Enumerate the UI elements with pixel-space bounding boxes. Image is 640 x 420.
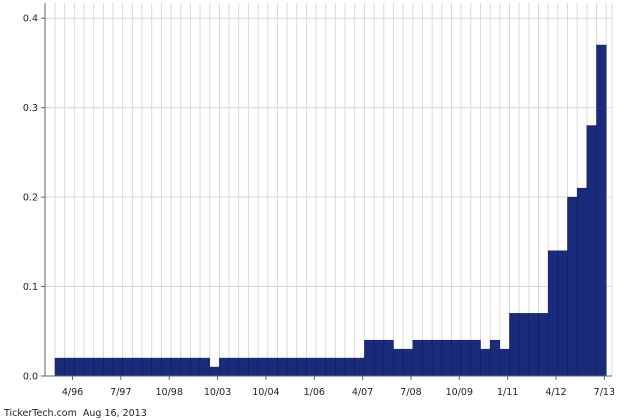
bar <box>267 357 278 377</box>
bar <box>373 339 385 377</box>
bar <box>383 339 394 377</box>
x-tick-label: 7/97 <box>110 387 131 398</box>
bar <box>441 339 452 377</box>
bar <box>112 357 123 377</box>
x-tick-label: 1/06 <box>304 387 325 398</box>
bar <box>190 357 201 377</box>
bar <box>489 339 501 377</box>
bar <box>335 357 346 377</box>
y-tick-label: 0.3 <box>23 103 38 114</box>
x-tick-label: 10/03 <box>204 387 231 398</box>
bar <box>180 357 191 377</box>
x-tick-label: 4/96 <box>62 387 83 398</box>
bar <box>412 339 423 377</box>
bar <box>567 196 578 377</box>
bar <box>528 313 539 377</box>
bar <box>64 357 75 377</box>
y-axis-tick-labels: 0.0 0.1 0.2 0.3 0.4 <box>23 14 38 383</box>
footer-date: Aug 16, 2013 <box>83 408 147 419</box>
x-tick-label: 4/07 <box>352 387 373 398</box>
bar <box>209 366 220 377</box>
x-tick-label: 4/12 <box>545 387 566 398</box>
footer-credit: TickerTech.com Aug 16, 2013 <box>3 408 147 419</box>
bar <box>538 313 549 377</box>
bar <box>460 339 472 377</box>
x-tick-label: 10/98 <box>156 387 183 398</box>
bar <box>422 339 433 377</box>
bar <box>141 357 152 377</box>
bar <box>354 357 365 377</box>
bar <box>248 357 259 377</box>
bar <box>238 357 249 377</box>
bar <box>576 187 588 377</box>
bar <box>518 313 530 377</box>
bar <box>557 250 568 377</box>
bar <box>547 250 559 377</box>
bar <box>596 44 607 377</box>
bar <box>499 348 510 377</box>
bar <box>480 348 491 377</box>
bar <box>470 339 481 377</box>
bar <box>257 357 268 377</box>
bar <box>93 357 104 377</box>
bar <box>83 357 94 377</box>
bar <box>132 357 143 377</box>
bar <box>228 357 239 377</box>
x-tick-label: 7/08 <box>400 387 421 398</box>
bar-series <box>54 44 607 377</box>
bar <box>344 357 356 377</box>
y-tick-label: 0.0 <box>23 372 38 383</box>
gridlines <box>45 3 613 376</box>
bar <box>122 357 133 377</box>
bar <box>199 357 210 377</box>
bar <box>402 348 414 377</box>
bar <box>54 357 65 377</box>
bar <box>325 357 336 377</box>
x-axis-tick-labels: 4/96 7/97 10/98 10/03 10/04 1/06 4/07 7/08 10/09… <box>62 387 615 398</box>
bar <box>277 357 288 377</box>
bar <box>315 357 327 377</box>
bar <box>296 357 307 377</box>
x-tick-label: 10/09 <box>446 387 473 398</box>
bar <box>219 357 230 377</box>
y-tick-label: 0.2 <box>23 193 38 204</box>
bar <box>306 357 317 377</box>
bar <box>103 357 114 377</box>
y-tick-label: 0.1 <box>23 282 38 293</box>
bar <box>431 339 443 377</box>
x-tick-label: 7/13 <box>594 387 615 398</box>
bar <box>74 357 85 377</box>
bar <box>586 125 597 377</box>
bar <box>393 348 404 377</box>
x-tick-label: 1/11 <box>497 387 518 398</box>
bar <box>286 357 297 377</box>
bar <box>151 357 162 377</box>
bar <box>451 339 462 377</box>
bar <box>364 339 375 377</box>
axes <box>41 3 612 380</box>
x-tick-label: 10/04 <box>252 387 279 398</box>
bar <box>509 313 520 377</box>
bar <box>161 357 172 377</box>
y-tick-label: 0.4 <box>23 14 38 25</box>
bar <box>170 357 181 377</box>
footer-source: TickerTech.com <box>3 408 77 419</box>
